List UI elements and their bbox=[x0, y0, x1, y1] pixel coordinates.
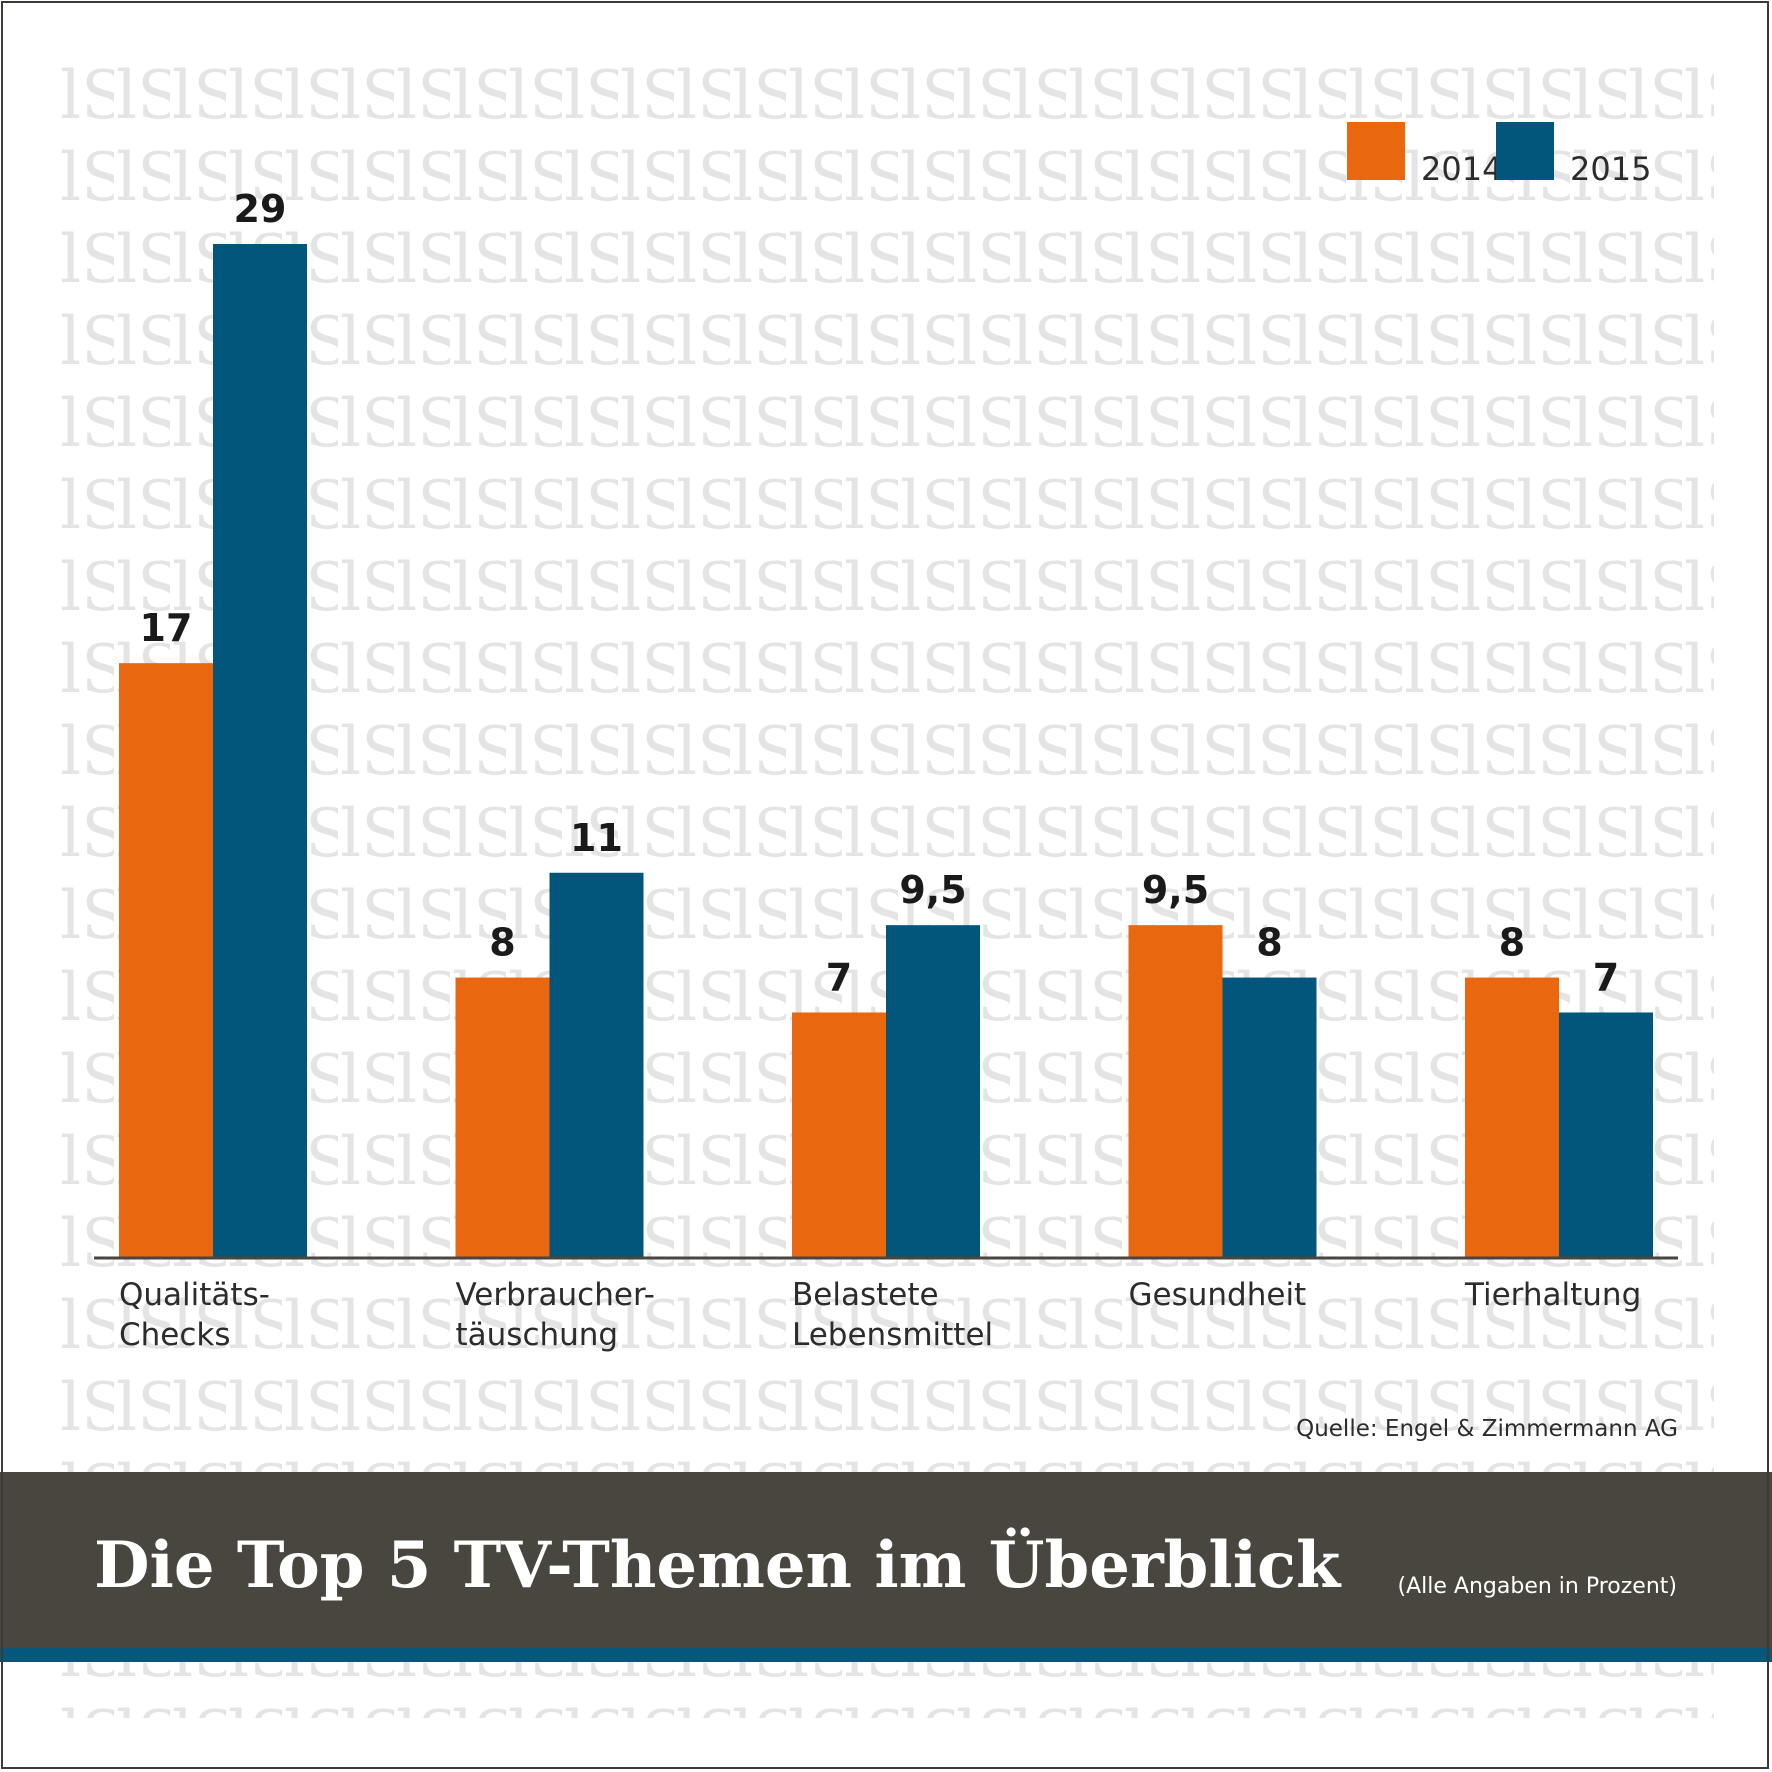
value-label-2015-2: 9,5 bbox=[899, 868, 966, 912]
legend-label-2014: 2014 bbox=[1421, 150, 1502, 188]
bar-2014-1 bbox=[455, 977, 550, 1257]
unit-note: (Alle Angaben in Prozent) bbox=[1397, 1574, 1677, 1599]
bar-2014-3 bbox=[1128, 925, 1223, 1257]
value-label-2015-3: 8 bbox=[1256, 921, 1282, 965]
bar-2015-0 bbox=[213, 244, 307, 1257]
value-label-2015-1: 11 bbox=[570, 816, 623, 860]
bar-2015-4 bbox=[1559, 1012, 1653, 1257]
bar-2014-0 bbox=[119, 663, 213, 1257]
bar-2014-4 bbox=[1465, 977, 1559, 1257]
value-label-2015-0: 29 bbox=[234, 187, 287, 231]
value-label-2014-2: 7 bbox=[826, 955, 852, 999]
legend-swatch-2015 bbox=[1496, 122, 1554, 180]
chart-title: Die Top 5 TV-Themen im Überblick bbox=[94, 1528, 1341, 1603]
title-banner bbox=[0, 1472, 1772, 1648]
value-label-2014-1: 8 bbox=[489, 921, 515, 965]
legend-swatch-2014 bbox=[1347, 122, 1405, 180]
background-pattern: lS bbox=[58, 58, 1714, 1718]
value-label-2014-0: 17 bbox=[140, 606, 193, 650]
accent-stripe bbox=[0, 1648, 1772, 1662]
category-label-2: Belastete Lebensmittel bbox=[792, 1277, 993, 1353]
bar-2015-1 bbox=[549, 872, 644, 1257]
value-label-2015-4: 7 bbox=[1593, 955, 1619, 999]
value-label-2014-4: 8 bbox=[1499, 921, 1525, 965]
value-label-2014-3: 9,5 bbox=[1142, 868, 1209, 912]
source-note: Quelle: Engel & Zimmermann AG bbox=[1296, 1416, 1678, 1442]
category-label-0: Qualitäts-Checks bbox=[119, 1277, 270, 1353]
category-label-4: Tierhaltung bbox=[1464, 1277, 1641, 1313]
bar-2014-2 bbox=[792, 1012, 886, 1257]
bar-2015-2 bbox=[886, 925, 980, 1257]
legend-label-2015: 2015 bbox=[1570, 150, 1651, 188]
bar-2015-3 bbox=[1222, 977, 1317, 1257]
category-label-1: Verbraucher-täuschung bbox=[456, 1277, 655, 1353]
category-label-3: Gesundheit bbox=[1129, 1277, 1307, 1313]
